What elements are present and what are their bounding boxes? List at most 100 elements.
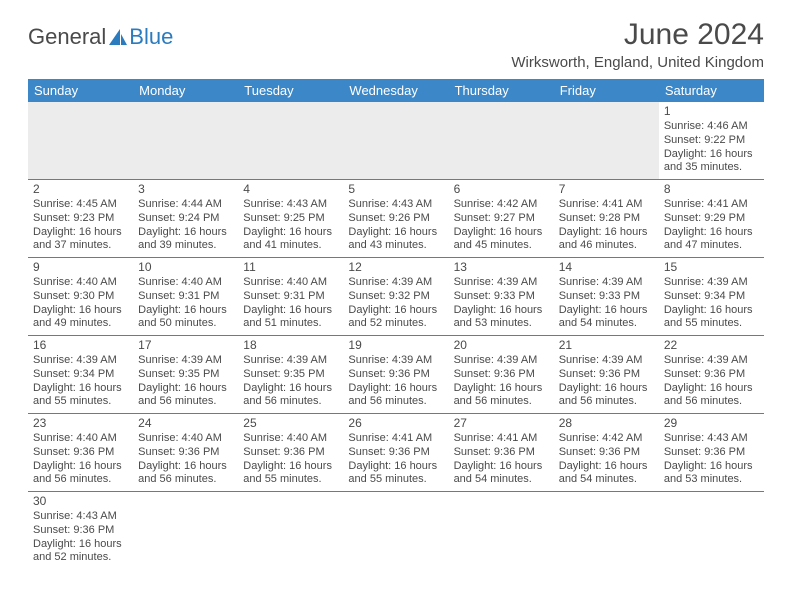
sunrise-text: Sunrise: 4:39 AM [664,354,759,368]
daylight-text: Daylight: 16 hours [138,460,233,474]
sunset-text: Sunset: 9:29 PM [664,212,759,226]
calendar-cell: 19Sunrise: 4:39 AMSunset: 9:36 PMDayligh… [343,336,448,414]
calendar-cell: 30Sunrise: 4:43 AMSunset: 9:36 PMDayligh… [28,492,133,570]
day-number: 18 [243,338,338,353]
calendar-cell: 26Sunrise: 4:41 AMSunset: 9:36 PMDayligh… [343,414,448,492]
sunrise-text: Sunrise: 4:43 AM [243,198,338,212]
calendar-cell [343,492,448,570]
calendar-cell [554,102,659,180]
calendar-cell: 6Sunrise: 4:42 AMSunset: 9:27 PMDaylight… [449,180,554,258]
daylight-text: Daylight: 16 hours [138,304,233,318]
calendar-cell [28,102,133,180]
daylight-text: and 52 minutes. [348,317,443,331]
day-number: 19 [348,338,443,353]
sunset-text: Sunset: 9:24 PM [138,212,233,226]
daylight-text: Daylight: 16 hours [33,382,128,396]
daylight-text: Daylight: 16 hours [559,382,654,396]
sunset-text: Sunset: 9:36 PM [138,446,233,460]
sunrise-text: Sunrise: 4:39 AM [348,276,443,290]
daylight-text: and 56 minutes. [664,395,759,409]
day-number: 4 [243,182,338,197]
calendar-cell: 7Sunrise: 4:41 AMSunset: 9:28 PMDaylight… [554,180,659,258]
daylight-text: and 51 minutes. [243,317,338,331]
sunrise-text: Sunrise: 4:39 AM [664,276,759,290]
sunrise-text: Sunrise: 4:40 AM [243,432,338,446]
daylight-text: and 46 minutes. [559,239,654,253]
calendar-row: 2Sunrise: 4:45 AMSunset: 9:23 PMDaylight… [28,180,764,258]
sunrise-text: Sunrise: 4:43 AM [33,510,128,524]
day-number: 13 [454,260,549,275]
day-number: 5 [348,182,443,197]
daylight-text: and 55 minutes. [348,473,443,487]
sunset-text: Sunset: 9:36 PM [243,446,338,460]
daylight-text: Daylight: 16 hours [664,226,759,240]
daylight-text: Daylight: 16 hours [454,226,549,240]
weekday-header: Sunday [28,79,133,102]
sail-icon [108,28,128,46]
sunset-text: Sunset: 9:32 PM [348,290,443,304]
sunset-text: Sunset: 9:36 PM [454,446,549,460]
sunrise-text: Sunrise: 4:39 AM [454,276,549,290]
daylight-text: and 56 minutes. [559,395,654,409]
sunset-text: Sunset: 9:36 PM [348,368,443,382]
sunrise-text: Sunrise: 4:41 AM [454,432,549,446]
day-number: 3 [138,182,233,197]
sunrise-text: Sunrise: 4:40 AM [138,276,233,290]
daylight-text: and 55 minutes. [664,317,759,331]
daylight-text: Daylight: 16 hours [664,304,759,318]
calendar-cell: 18Sunrise: 4:39 AMSunset: 9:35 PMDayligh… [238,336,343,414]
sunrise-text: Sunrise: 4:40 AM [33,276,128,290]
daylight-text: and 50 minutes. [138,317,233,331]
daylight-text: and 49 minutes. [33,317,128,331]
calendar-cell [449,492,554,570]
day-number: 10 [138,260,233,275]
calendar-cell: 9Sunrise: 4:40 AMSunset: 9:30 PMDaylight… [28,258,133,336]
sunset-text: Sunset: 9:35 PM [243,368,338,382]
daylight-text: and 39 minutes. [138,239,233,253]
sunset-text: Sunset: 9:30 PM [33,290,128,304]
calendar-row: 9Sunrise: 4:40 AMSunset: 9:30 PMDaylight… [28,258,764,336]
day-number: 15 [664,260,759,275]
sunrise-text: Sunrise: 4:44 AM [138,198,233,212]
sunset-text: Sunset: 9:27 PM [454,212,549,226]
daylight-text: Daylight: 16 hours [664,148,759,162]
daylight-text: and 37 minutes. [33,239,128,253]
weekday-header: Tuesday [238,79,343,102]
daylight-text: and 56 minutes. [243,395,338,409]
calendar-table: Sunday Monday Tuesday Wednesday Thursday… [28,79,764,569]
weekday-header: Wednesday [343,79,448,102]
sunrise-text: Sunrise: 4:43 AM [348,198,443,212]
daylight-text: and 54 minutes. [454,473,549,487]
calendar-cell: 4Sunrise: 4:43 AMSunset: 9:25 PMDaylight… [238,180,343,258]
daylight-text: Daylight: 16 hours [138,226,233,240]
day-number: 20 [454,338,549,353]
sunrise-text: Sunrise: 4:41 AM [559,198,654,212]
calendar-cell: 22Sunrise: 4:39 AMSunset: 9:36 PMDayligh… [659,336,764,414]
daylight-text: Daylight: 16 hours [348,226,443,240]
sunrise-text: Sunrise: 4:39 AM [348,354,443,368]
daylight-text: Daylight: 16 hours [138,382,233,396]
calendar-cell: 2Sunrise: 4:45 AMSunset: 9:23 PMDaylight… [28,180,133,258]
sunset-text: Sunset: 9:33 PM [454,290,549,304]
day-number: 8 [664,182,759,197]
calendar-cell: 23Sunrise: 4:40 AMSunset: 9:36 PMDayligh… [28,414,133,492]
daylight-text: and 55 minutes. [243,473,338,487]
sunrise-text: Sunrise: 4:39 AM [454,354,549,368]
day-number: 6 [454,182,549,197]
day-number: 11 [243,260,338,275]
day-number: 12 [348,260,443,275]
calendar-cell: 27Sunrise: 4:41 AMSunset: 9:36 PMDayligh… [449,414,554,492]
weekday-header: Friday [554,79,659,102]
calendar-row: 23Sunrise: 4:40 AMSunset: 9:36 PMDayligh… [28,414,764,492]
day-number: 16 [33,338,128,353]
sunset-text: Sunset: 9:36 PM [33,446,128,460]
calendar-cell [133,492,238,570]
daylight-text: Daylight: 16 hours [33,460,128,474]
calendar-cell [343,102,448,180]
daylight-text: and 56 minutes. [33,473,128,487]
calendar-cell [659,492,764,570]
daylight-text: and 55 minutes. [33,395,128,409]
daylight-text: and 56 minutes. [138,395,233,409]
daylight-text: Daylight: 16 hours [559,460,654,474]
sunset-text: Sunset: 9:36 PM [664,368,759,382]
